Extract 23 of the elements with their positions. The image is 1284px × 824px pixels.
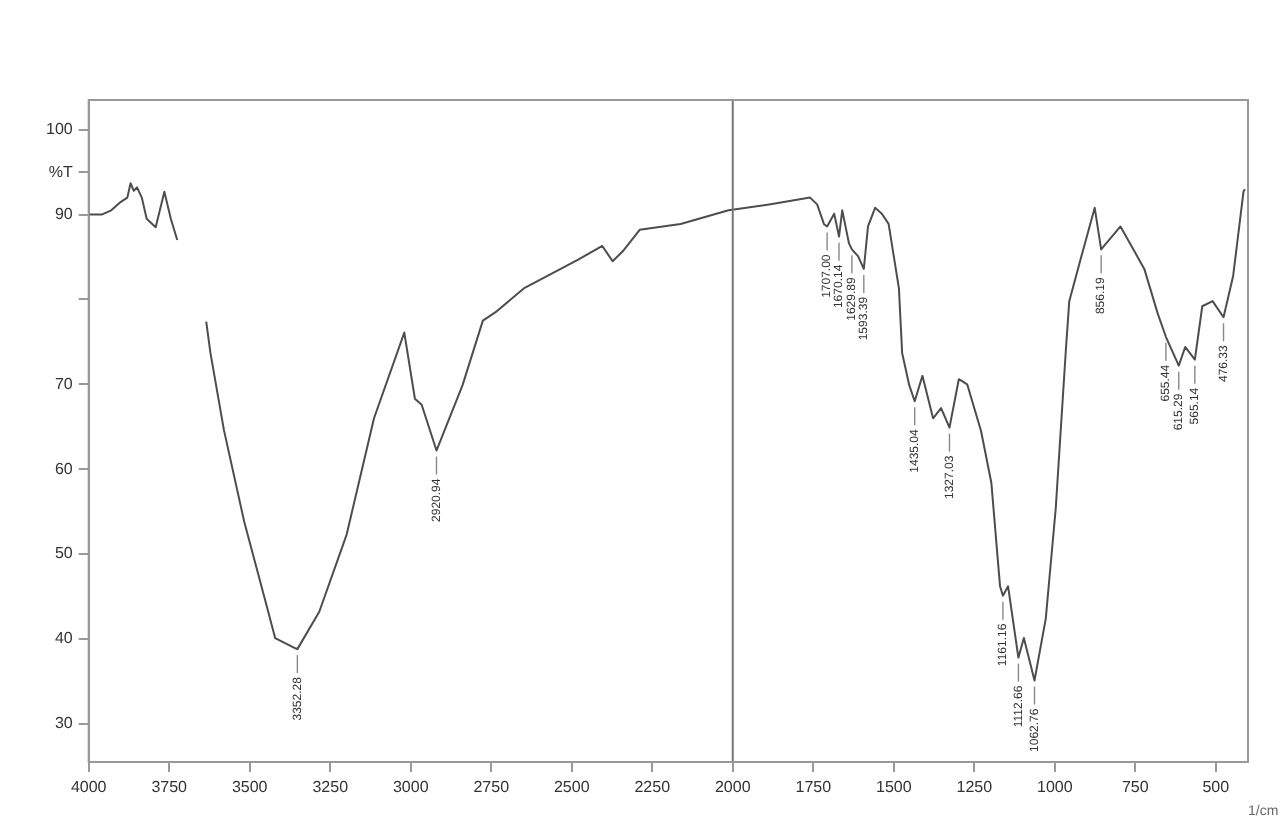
x-tick-label: 3000 bbox=[392, 778, 430, 797]
x-tick-label: 2750 bbox=[473, 778, 511, 797]
x-tick-label: 2250 bbox=[634, 778, 672, 797]
x-tick-label: 2500 bbox=[553, 778, 591, 797]
x-tick-label: 4000 bbox=[70, 778, 108, 797]
y-tick-label: 100 bbox=[45, 120, 74, 139]
y-tick-label: 30 bbox=[54, 714, 74, 733]
x-tick-label: 1250 bbox=[956, 778, 994, 797]
x-tick-label: 3750 bbox=[151, 778, 189, 797]
y-tick-label: 60 bbox=[54, 459, 74, 478]
x-tick-label: 3250 bbox=[312, 778, 350, 797]
x-tick-label: 1000 bbox=[1036, 778, 1074, 797]
x-tick-label: 2000 bbox=[714, 778, 752, 797]
x-tick-label: 500 bbox=[1202, 778, 1231, 797]
y-tick-label: 90 bbox=[54, 204, 74, 223]
y-tick-label: 40 bbox=[54, 629, 74, 648]
y-tick-label: 50 bbox=[54, 544, 74, 563]
x-tick-label: 3500 bbox=[231, 778, 269, 797]
x-tick-label: 750 bbox=[1121, 778, 1150, 797]
x-tick-label: 1750 bbox=[795, 778, 833, 797]
y-tick-label: %T bbox=[48, 162, 73, 181]
y-tick-label: 70 bbox=[54, 374, 74, 393]
x-tick-label: 1500 bbox=[875, 778, 913, 797]
